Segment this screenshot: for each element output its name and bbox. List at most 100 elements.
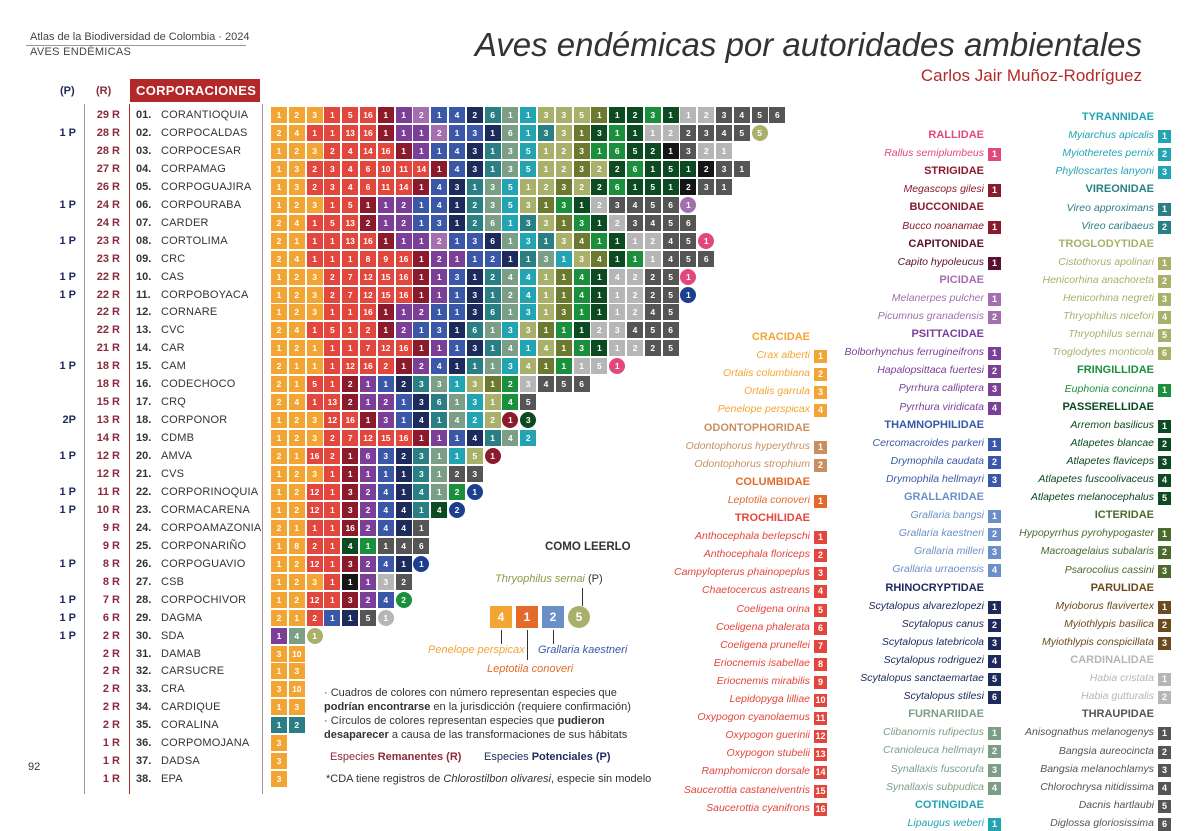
species-name: Phylloscartes lanyoni [1055, 165, 1154, 178]
example-pointer-top [582, 588, 583, 606]
species-cell: 1 [306, 358, 323, 375]
species-cell: 3 [377, 448, 394, 465]
species-cell: 5 [662, 340, 679, 357]
species-cell: 1 [431, 286, 448, 303]
species-cell: 1 [395, 304, 412, 321]
species-cell: 3 [502, 358, 519, 375]
example-pointer-right [553, 630, 554, 644]
species-name: Atlapetes flaviceps [1066, 454, 1154, 467]
species-cell: 2 [395, 376, 412, 393]
corp-name: CAM [161, 360, 187, 373]
r-value: 9 R [102, 539, 120, 552]
species-cell: 1 [360, 376, 376, 393]
species-name: Ramphomicron dorsale [701, 765, 810, 778]
r-value: 1 R [102, 773, 120, 786]
species-cell: 5 [662, 304, 679, 321]
species-circle: 1 [680, 286, 697, 303]
species-name: Campylopterus phainopeplus [673, 566, 810, 579]
species-cell: 1 [324, 376, 341, 393]
r-value: 23 R [96, 252, 120, 265]
corp-number: 02. [136, 126, 152, 139]
species-cell: 1 [538, 196, 554, 213]
species-cell: 12 [306, 501, 323, 518]
species-cell: 3 [555, 232, 572, 249]
family-heading: TROGLODYTIDAE [1058, 237, 1154, 250]
species-cell: 4 [520, 358, 537, 375]
species-cell: 16 [395, 286, 412, 303]
species-number-box: 2 [988, 311, 1001, 324]
species-name: Habia cristata [1089, 672, 1154, 685]
corp-name: DAGMA [161, 611, 203, 624]
species-cell: 2 [591, 160, 608, 177]
species-cell: 1 [288, 232, 305, 249]
species-cell: 1 [449, 196, 465, 213]
species-cell: 4 [288, 124, 305, 141]
species-cell: 1 [449, 124, 465, 141]
species-cell: 16 [360, 358, 376, 375]
corp-number: 30. [136, 629, 152, 642]
species-number-box: 1 [988, 510, 1001, 524]
species-cell: 5 [733, 124, 750, 141]
species-cell: 16 [342, 412, 359, 429]
species-cell: 3 [466, 286, 483, 303]
species-cell: 2 [288, 430, 305, 447]
species-cell: 2 [360, 555, 376, 572]
species-cell: 2 [484, 250, 501, 267]
family-heading: COTINGIDAE [914, 798, 984, 811]
species-cell: 15 [377, 430, 394, 447]
species-cell: 1 [377, 124, 394, 141]
species-name: Penelope perspicax [717, 403, 810, 416]
species-cell: 3 [449, 178, 465, 195]
species-number-box: 1 [814, 494, 827, 508]
species-name: Anisognathus melanogenys [1024, 726, 1154, 739]
species-cell: 1 [271, 466, 287, 482]
species-cell: 5 [502, 196, 519, 213]
species-cell: 2 [324, 286, 341, 303]
species-number-box: 4 [1158, 781, 1171, 795]
species-cell: 1 [431, 268, 448, 285]
species-cell: 1 [627, 178, 643, 195]
r-value: 22 R [96, 270, 120, 283]
species-cell: 1 [377, 322, 394, 339]
species-cell: 3 [520, 322, 537, 339]
species-cell: 3 [502, 322, 519, 339]
species-number-box: 1 [1158, 600, 1171, 614]
corp-number: 33. [136, 683, 152, 696]
species-cell: 4 [644, 214, 661, 231]
p-value: 1 P [59, 629, 76, 642]
species-number-box: 1 [988, 437, 1001, 451]
species-cell: 4 [377, 501, 394, 518]
species-cell: 1 [413, 286, 430, 303]
p-value: 2P [62, 414, 76, 427]
note2-b: pudieron desaparecer [324, 715, 605, 741]
species-cell: 2 [360, 501, 376, 518]
species-number-box: 3 [1158, 455, 1171, 469]
species-number-box: 1 [1158, 419, 1171, 433]
r-value: 7 R [102, 593, 120, 606]
species-name: Megascops gilesi [903, 183, 984, 196]
species-cell: 13 [342, 124, 359, 141]
species-cell: 2 [342, 376, 359, 393]
r-value: 1 R [102, 755, 120, 768]
species-cell: 5 [502, 178, 519, 195]
species-cell: 4 [431, 196, 448, 213]
species-cell: 2 [466, 196, 483, 213]
r-value: 18 R [96, 378, 120, 391]
species-name: Bucco noanamae [902, 219, 984, 232]
species-circle: 1 [502, 412, 519, 429]
species-number-box: 5 [1158, 799, 1171, 813]
species-name: Atlapetes melanocephalus [1030, 491, 1154, 504]
p-value: 1 P [59, 126, 76, 139]
species-cell: 16 [395, 340, 412, 357]
species-name: Pyrrhura viridicata [899, 400, 984, 413]
species-cell: 3 [484, 178, 501, 195]
species-cell: 1 [484, 160, 501, 177]
corp-name: AMVA [161, 450, 193, 463]
species-cell: 1 [324, 304, 341, 321]
r-value: 27 R [96, 162, 120, 175]
species-cell: 1 [627, 250, 643, 267]
corp-name: CODECHOCO [161, 378, 236, 391]
species-circle: 1 [413, 555, 430, 572]
species-number-box: 3 [1158, 293, 1171, 306]
species-cell: 4 [377, 591, 394, 608]
